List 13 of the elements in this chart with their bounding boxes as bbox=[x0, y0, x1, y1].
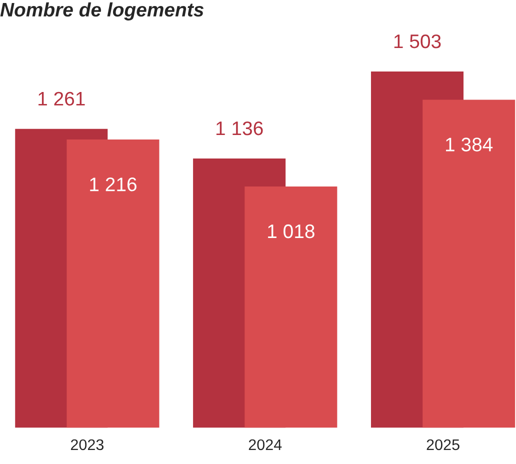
bar bbox=[422, 100, 516, 428]
data-label: 1 503 bbox=[394, 34, 441, 48]
data-label: 1 216 bbox=[90, 178, 136, 192]
data-label: 1 136 bbox=[216, 121, 263, 136]
x-tick-label: 2025 bbox=[426, 439, 460, 450]
bar bbox=[244, 186, 338, 428]
x-tick-label: 2024 bbox=[248, 439, 282, 450]
x-tick-label: 2023 bbox=[70, 439, 104, 450]
data-label: 1 261 bbox=[38, 92, 85, 106]
data-label: 1 018 bbox=[268, 224, 314, 238]
bar bbox=[66, 140, 160, 428]
chart-title: Nombre de logements bbox=[0, 2, 204, 20]
data-label: 1 384 bbox=[446, 138, 493, 152]
